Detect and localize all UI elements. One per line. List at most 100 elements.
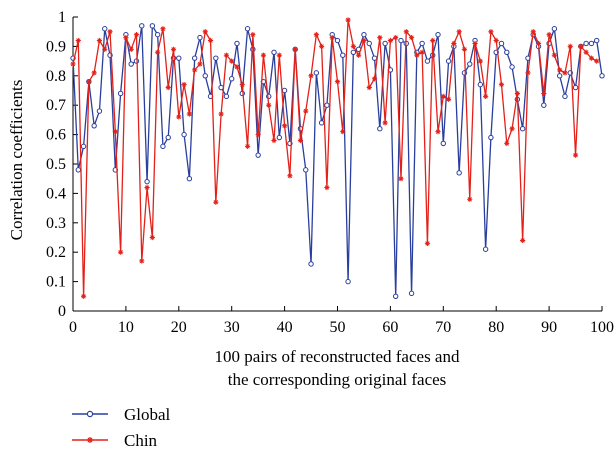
data-point (218, 111, 224, 117)
data-point (445, 96, 452, 102)
data-point (271, 137, 277, 144)
data-point (223, 52, 230, 58)
data-point (361, 31, 367, 38)
legend-star-glyph (87, 437, 93, 443)
data-point (498, 82, 505, 88)
legend: Global Chin (72, 405, 171, 450)
axes: 0 10 20 30 40 50 60 70 80 90 100 0 0.1 0.2 0.3 0.4 0.5 0.… (46, 9, 614, 336)
data-point (382, 120, 388, 126)
data-point (91, 70, 97, 76)
data-point (572, 152, 579, 158)
data-point (276, 52, 282, 58)
legend-label-chin: Chin (124, 431, 158, 450)
data-point (213, 199, 219, 205)
legend-item-global: Global (72, 405, 171, 424)
data-point (340, 52, 346, 58)
series-line-chin (72, 19, 598, 297)
data-point (303, 108, 309, 114)
x-tick-label: 50 (330, 319, 346, 336)
y-tick-label: 0.3 (46, 215, 66, 232)
data-point (387, 37, 393, 44)
data-point (154, 31, 161, 38)
data-point (239, 82, 245, 88)
data-point (461, 46, 468, 52)
data-point (144, 178, 150, 185)
data-point (303, 167, 309, 173)
y-tick-label: 0.8 (46, 68, 66, 85)
data-point (440, 93, 446, 99)
data-point (102, 46, 108, 52)
data-point (377, 126, 383, 132)
data-point (139, 258, 145, 264)
x-axis-label-line-1: 100 pairs of reconstructed faces and (215, 347, 460, 366)
data-point (361, 37, 367, 44)
legend-marker-circle (86, 410, 94, 418)
data-point (102, 26, 108, 32)
data-point (445, 58, 452, 64)
data-point (398, 176, 404, 182)
data-point (424, 58, 431, 64)
x-tick-label: 0 (69, 319, 77, 336)
data-point (456, 170, 462, 176)
data-point (70, 61, 76, 67)
data-point (557, 67, 563, 73)
data-point (149, 234, 155, 241)
data-point (292, 46, 298, 52)
data-point (244, 143, 251, 149)
data-point (197, 34, 203, 41)
data-point (282, 123, 288, 129)
data-point (318, 120, 325, 126)
data-point (207, 37, 214, 44)
data-point (128, 61, 134, 67)
data-point (319, 43, 325, 49)
data-point (403, 29, 409, 35)
data-point (96, 37, 103, 44)
data-point (546, 32, 552, 38)
data-point (324, 102, 330, 108)
data-point (392, 293, 399, 299)
data-point (340, 129, 346, 135)
data-point (165, 84, 171, 91)
data-point (451, 40, 457, 47)
data-point (334, 79, 341, 85)
data-point (260, 52, 267, 58)
data-point (356, 52, 362, 58)
data-point (472, 40, 478, 47)
data-point (329, 34, 335, 41)
x-axis-label-line-2: the corresponding original faces (228, 370, 447, 389)
data-point (551, 52, 557, 58)
data-point (467, 61, 473, 67)
data-point (556, 73, 563, 79)
data-point (419, 49, 425, 55)
data-point (281, 87, 288, 94)
data-point (435, 31, 441, 38)
y-tick-label: 0.5 (46, 156, 66, 173)
data-point (371, 76, 378, 82)
data-point (313, 70, 320, 76)
data-point (86, 79, 92, 85)
data-point (118, 249, 124, 255)
data-point (234, 40, 240, 47)
series-chin (70, 17, 600, 299)
series-global (70, 23, 605, 299)
x-tick-label: 70 (435, 319, 451, 336)
y-tick-label: 0.7 (46, 97, 66, 114)
data-point (424, 240, 431, 246)
data-point (213, 55, 219, 61)
data-point (514, 90, 520, 97)
data-point (133, 32, 140, 38)
data-point (382, 40, 388, 47)
data-point (562, 93, 568, 100)
data-point (467, 196, 473, 202)
data-point (80, 293, 87, 299)
data-point (371, 55, 378, 61)
data-point (144, 184, 150, 191)
data-point (525, 70, 531, 76)
data-point (313, 32, 319, 38)
data-point (578, 43, 584, 49)
data-point (160, 26, 166, 32)
data-point (435, 129, 441, 135)
data-point (482, 246, 489, 252)
data-point (477, 58, 483, 64)
x-tick-label: 100 (590, 319, 614, 336)
